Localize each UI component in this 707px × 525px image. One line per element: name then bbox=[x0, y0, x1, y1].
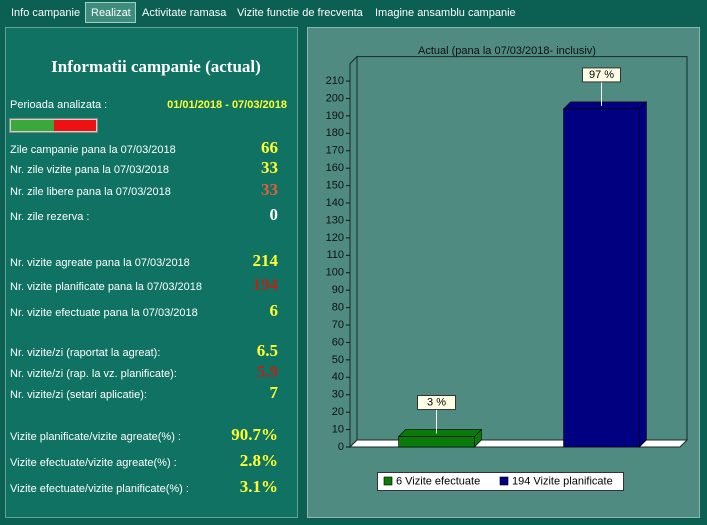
row-label: Nr. zile vizite pana la 07/03/2018 bbox=[10, 164, 169, 176]
y-tick-label: 100 bbox=[326, 267, 344, 279]
y-tick-label: 70 bbox=[332, 319, 344, 331]
row-value: 2.8% bbox=[240, 451, 278, 470]
row-label: Nr. vizite efectuate pana la 07/03/2018 bbox=[10, 307, 198, 319]
row-value: 33 bbox=[261, 180, 278, 199]
row-value: 214 bbox=[253, 251, 279, 270]
row-value: 6 bbox=[270, 301, 279, 320]
y-tick-label: 190 bbox=[326, 110, 344, 122]
row-label: Zile campanie pana la 07/03/2018 bbox=[10, 144, 176, 156]
legend-swatch bbox=[383, 476, 393, 486]
annotation-box bbox=[582, 67, 621, 83]
row-label: Nr. vizite planificate pana la 07/03/201… bbox=[10, 281, 202, 293]
tabs: Info campanie Realizat Activitate ramasa Vi… bbox=[11, 2, 516, 23]
row-label: Nr. vizite agreate pana la 07/03/2018 bbox=[10, 257, 190, 269]
progress-left bbox=[54, 120, 96, 131]
y-tick-label: 20 bbox=[332, 406, 344, 418]
tab-bar bbox=[0, 0, 707, 23]
tab[interactable]: Vizite functie de frecventa bbox=[237, 7, 364, 19]
y-tick-label: 210 bbox=[326, 75, 344, 87]
row-label: Vizite efectuate/vizite planificate(%) : bbox=[10, 483, 189, 495]
y-tick-label: 150 bbox=[326, 179, 344, 191]
tab[interactable]: Info campanie bbox=[11, 7, 80, 19]
progress-done bbox=[11, 120, 54, 131]
tab-selected bbox=[85, 2, 136, 23]
row-value: 3.1% bbox=[240, 477, 278, 496]
y-tick-label: 10 bbox=[332, 423, 344, 435]
row-label: Nr. zile rezerva : bbox=[10, 211, 89, 223]
row-value: 0 bbox=[270, 205, 279, 224]
y-tick-label: 50 bbox=[332, 354, 344, 366]
y-tick-label: 120 bbox=[326, 232, 344, 244]
row-label: Vizite efectuate/vizite agreate(%) : bbox=[10, 457, 177, 469]
y-tick-label: 130 bbox=[326, 214, 344, 226]
side-wall bbox=[349, 55, 358, 449]
row-value: 7 bbox=[270, 383, 279, 402]
y-tick-label: 170 bbox=[326, 145, 344, 157]
row-label: Nr. vizite/zi (setari aplicatie): bbox=[10, 389, 147, 401]
bar bbox=[398, 436, 475, 448]
summary-title: Informatii campanie (actual) bbox=[51, 57, 261, 76]
annotation: 97 % bbox=[589, 69, 614, 81]
row-label: Nr. vizite/zi (rap. la vz. planificate): bbox=[10, 368, 177, 380]
period-label: Perioada analizata : bbox=[10, 99, 107, 111]
bar-top bbox=[562, 101, 648, 110]
y-tick-label: 90 bbox=[332, 284, 344, 296]
row-value: 194 bbox=[253, 275, 279, 294]
row-value: 66 bbox=[261, 138, 278, 157]
annotation-box bbox=[417, 395, 456, 411]
tab[interactable]: Activitate ramasa bbox=[142, 7, 227, 19]
y-tick-label: 40 bbox=[332, 371, 344, 383]
row-value: 33 bbox=[261, 158, 278, 177]
chart-title: Actual (pana la 07/03/2018- inclusiv) bbox=[418, 45, 596, 57]
bar-top bbox=[397, 429, 483, 437]
y-tick-label: 30 bbox=[332, 389, 344, 401]
row-value: 6.5 bbox=[257, 341, 278, 360]
y-tick-label: 140 bbox=[326, 197, 344, 209]
legend-swatch bbox=[499, 476, 509, 486]
bar bbox=[563, 108, 640, 448]
legend-label: 6 Vizite efectuate bbox=[396, 475, 480, 487]
bar-side bbox=[639, 101, 647, 448]
summary-panel bbox=[5, 27, 298, 518]
y-tick-label: 160 bbox=[326, 162, 344, 174]
legend-label: 194 Vizite planificate bbox=[512, 475, 613, 487]
y-tick-label: 80 bbox=[332, 301, 344, 313]
tab[interactable]: Realizat bbox=[91, 7, 131, 19]
row-value: 5.9 bbox=[257, 362, 278, 381]
period: 01/01/2018 - 07/03/2018 bbox=[167, 99, 287, 111]
y-tick-label: 60 bbox=[332, 336, 344, 348]
row-label: Nr. zile libere pana la 07/03/2018 bbox=[10, 186, 171, 198]
row-label: Vizite planificate/vizite agreate(%) : bbox=[10, 431, 181, 443]
progress-bar bbox=[9, 118, 98, 133]
y-tick-label: 110 bbox=[326, 249, 344, 261]
summary-rows: Zile campanie pana la 07/03/2018 66 Nr. zi… bbox=[10, 138, 279, 496]
y-tick-label: 180 bbox=[326, 127, 344, 139]
chart: Actual (pana la 07/03/2018- inclusiv) 0 10… bbox=[326, 45, 689, 491]
tab[interactable]: Imagine ansamblu campanie bbox=[375, 7, 516, 19]
annotation: 3 % bbox=[427, 396, 446, 408]
y-tick-label: 0 bbox=[338, 441, 344, 453]
row-value: 90.7% bbox=[231, 425, 278, 444]
row-label: Nr. vizite/zi (raportat la agreat): bbox=[10, 347, 160, 359]
y-tick-label: 200 bbox=[326, 92, 344, 104]
